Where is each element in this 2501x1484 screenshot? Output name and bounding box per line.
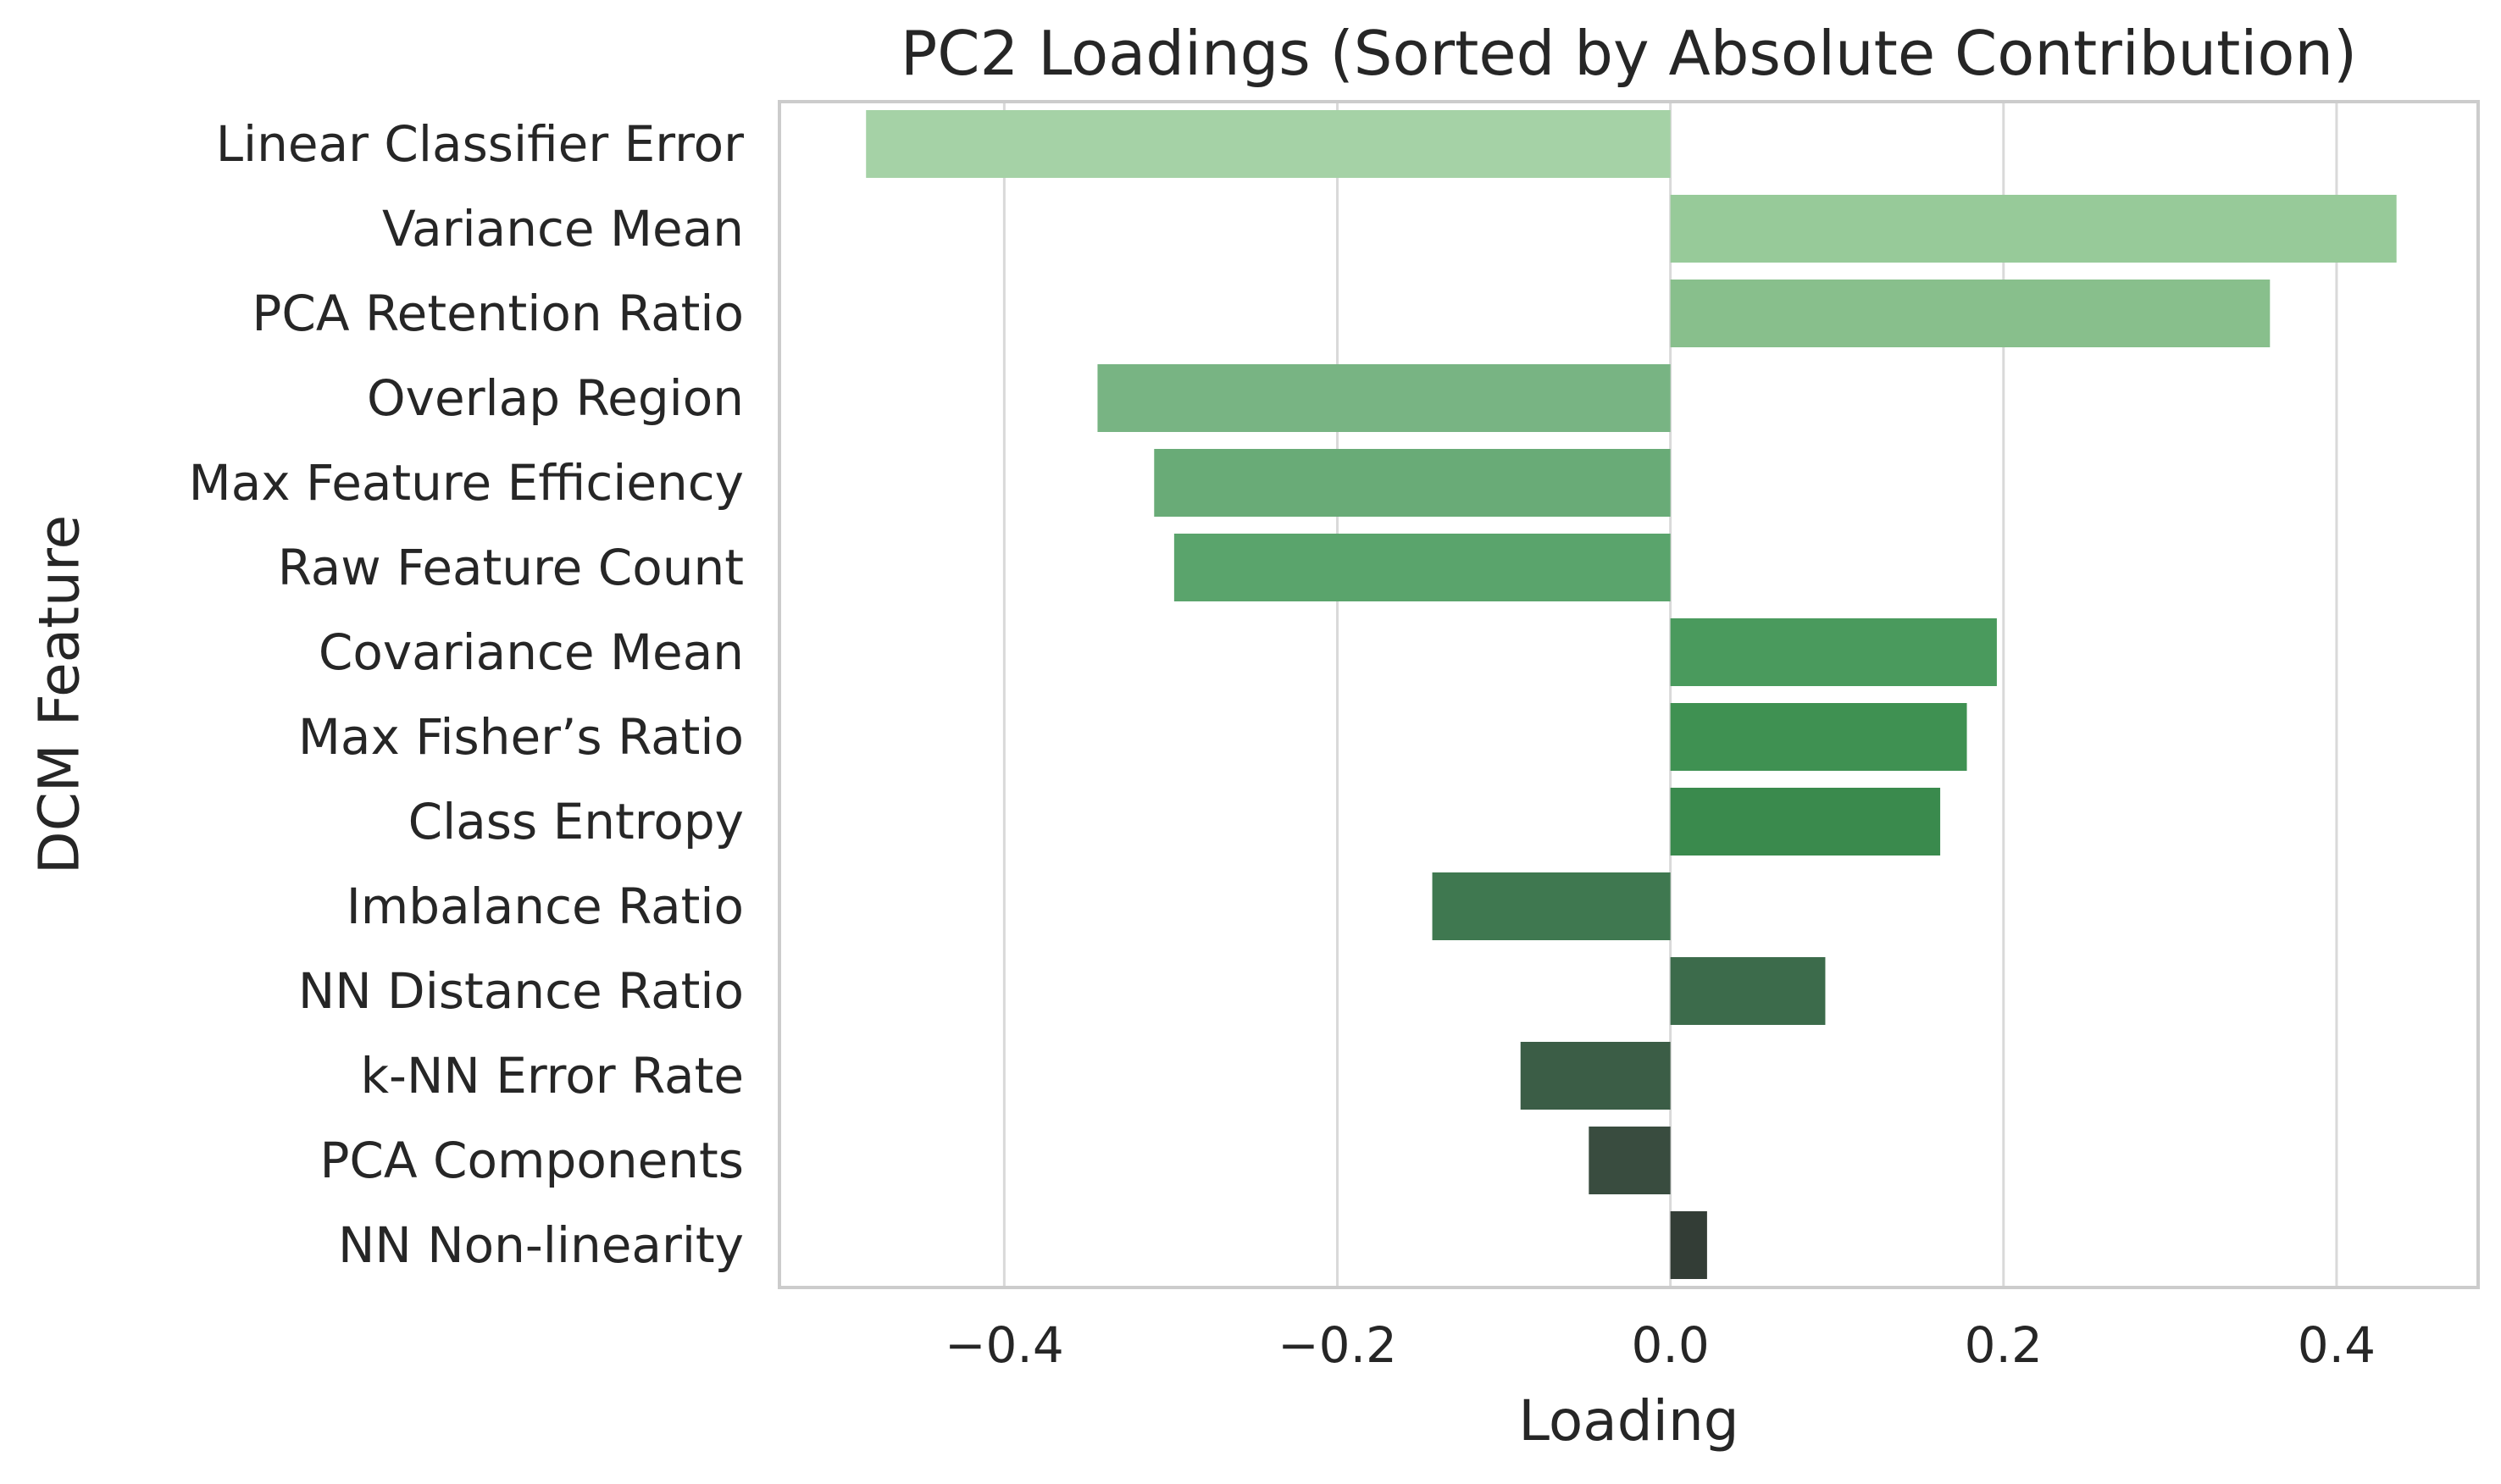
y-tick-labels: Linear Classifier Error Variance Mean PCA … bbox=[189, 115, 744, 1274]
y-tick-label: Max Fisher’s Ratio bbox=[298, 708, 744, 766]
plot-frame bbox=[778, 100, 2480, 1289]
y-tick-label: Imbalance Ratio bbox=[347, 878, 744, 935]
x-tick-label: −0.2 bbox=[1278, 1316, 1397, 1374]
bar bbox=[1670, 957, 1826, 1025]
bars bbox=[866, 110, 2397, 1279]
y-tick-label: Variance Mean bbox=[382, 200, 744, 257]
x-axis-label: Loading bbox=[1518, 1388, 1738, 1454]
x-tick-label: 0.2 bbox=[1965, 1316, 2043, 1374]
y-axis-label: DCM Feature bbox=[27, 515, 92, 874]
y-tick-label: Overlap Region bbox=[367, 369, 744, 427]
bar bbox=[1670, 280, 2271, 347]
bar bbox=[1670, 788, 1941, 856]
bar bbox=[1589, 1127, 1671, 1194]
y-tick-label: PCA Components bbox=[319, 1132, 744, 1189]
bar bbox=[1670, 1211, 1707, 1279]
x-tick-label: −0.4 bbox=[945, 1316, 1064, 1374]
y-tick-label: Linear Classifier Error bbox=[216, 115, 744, 173]
bar bbox=[1173, 534, 1671, 601]
bar bbox=[1670, 195, 2397, 263]
y-tick-label: PCA Retention Ratio bbox=[252, 285, 744, 342]
bar bbox=[1154, 449, 1671, 517]
y-tick-label: NN Distance Ratio bbox=[298, 962, 744, 1020]
y-tick-label: k-NN Error Rate bbox=[360, 1047, 744, 1105]
y-tick-label: Covariance Mean bbox=[319, 623, 744, 681]
x-tick-label: 0.0 bbox=[1632, 1316, 1710, 1374]
bar bbox=[1670, 703, 1967, 771]
bar bbox=[866, 110, 1671, 178]
y-tick-label: Max Feature Efficiency bbox=[189, 454, 744, 512]
bar bbox=[1097, 364, 1671, 432]
y-tick-label: NN Non-linearity bbox=[338, 1216, 744, 1274]
bar bbox=[1670, 618, 1997, 686]
bar bbox=[1432, 872, 1671, 940]
y-tick-label: Class Entropy bbox=[408, 793, 744, 850]
y-tick-label: Raw Feature Count bbox=[278, 539, 744, 596]
x-tick-label: 0.4 bbox=[2298, 1316, 2376, 1374]
chart-title: PC2 Loadings (Sorted by Absolute Contrib… bbox=[901, 18, 2357, 89]
bar bbox=[1520, 1042, 1671, 1110]
x-tick-labels: −0.4 −0.2 0.0 0.2 0.4 bbox=[945, 1316, 2376, 1374]
